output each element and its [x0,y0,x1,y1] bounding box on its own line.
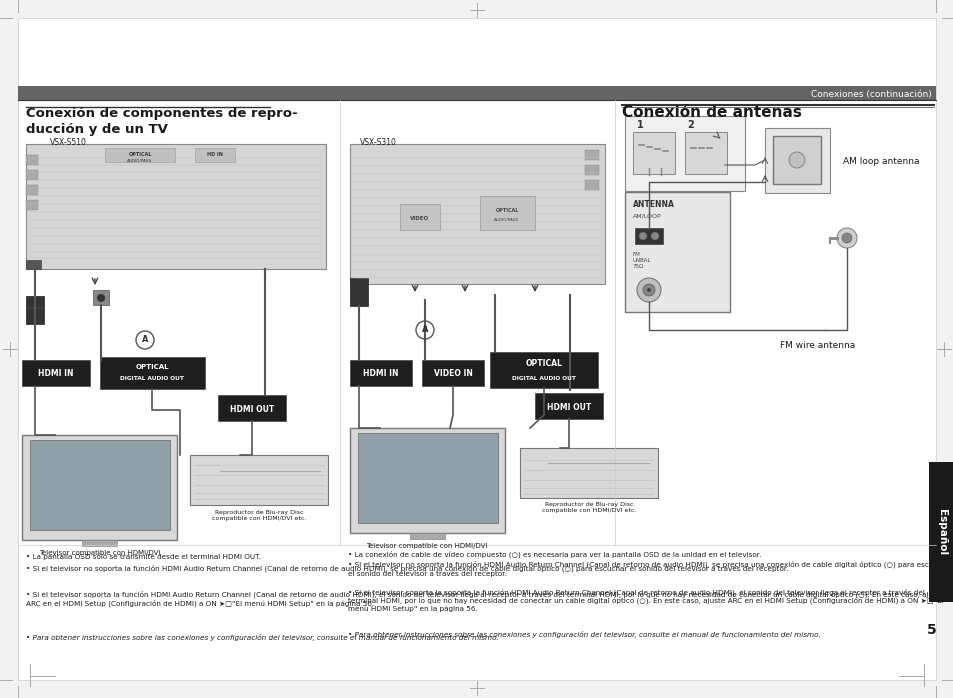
Text: • La conexión de cable de vídeo compuesto (○) es necesaria para ver la pantalla : • La conexión de cable de vídeo compuest… [348,550,760,558]
Bar [584,180,598,190]
Bar [194,148,234,162]
Text: Reproductor de Blu-ray Disc
compatible con HDMI/DVI etc.: Reproductor de Blu-ray Disc compatible c… [212,510,306,521]
Bar [218,395,286,421]
Text: Reproductor de Blu-ray Disc
compatible con HDMI/DVI etc.: Reproductor de Blu-ray Disc compatible c… [541,502,636,513]
Circle shape [646,288,650,292]
Text: VSX-S310: VSX-S310 [359,138,396,147]
Text: • Si el televisor soporta la función HDMI Audio Return Channel (Canal de retorno: • Si el televisor soporta la función HDM… [26,591,943,607]
Bar [190,455,328,505]
Bar [22,360,90,386]
Text: AM loop antenna: AM loop antenna [842,158,919,167]
Text: AM/LOOP: AM/LOOP [633,214,661,219]
Bar [410,533,444,539]
Text: Español: Español [936,509,946,555]
Bar [350,360,412,386]
Circle shape [416,321,434,339]
Text: 5: 5 [926,623,936,637]
Bar [490,352,598,388]
Text: AUDIO/PASS: AUDIO/PASS [128,159,152,163]
Bar [399,204,439,230]
Bar [535,393,602,419]
Bar [26,155,38,165]
Text: Conexión de componentes de repro-
ducción y de un TV: Conexión de componentes de repro- ducció… [26,107,297,135]
Circle shape [642,284,655,296]
Text: DIGITAL AUDIO OUT: DIGITAL AUDIO OUT [120,376,184,380]
Bar [26,144,326,269]
Bar [100,357,205,389]
Circle shape [637,278,660,302]
Circle shape [639,232,646,240]
Text: • Si el televisor soporta la soporta la función HDMI Audio Return Channel (Canal: • Si el televisor soporta la soporta la … [348,588,943,612]
Text: Televisor compatible con HDMI/DVI: Televisor compatible con HDMI/DVI [39,550,160,556]
Text: OPTICAL: OPTICAL [525,359,562,368]
Bar [22,435,177,540]
Text: • Si el televisor no soporta la función HDMI Audio Return Channel (Canal de reto: • Si el televisor no soporta la función … [348,561,948,577]
Bar [26,296,44,324]
Text: AUDIO/PASS: AUDIO/PASS [494,218,519,222]
Bar [350,144,604,284]
Text: Conexiones (continuación): Conexiones (continuación) [810,91,931,100]
Bar [105,148,174,162]
Text: OPTICAL: OPTICAL [495,207,518,212]
Text: DIGITAL AUDIO OUT: DIGITAL AUDIO OUT [512,376,576,380]
Bar [584,165,598,175]
Circle shape [136,331,153,349]
Text: VIDEO: VIDEO [410,216,429,221]
Text: HD IN: HD IN [207,152,223,158]
Circle shape [836,228,856,248]
Bar [82,540,117,546]
Text: • Si el televisor no soporta la función HDMI Audio Return Channel (Canal de reto: • Si el televisor no soporta la función … [26,564,788,572]
Text: 2: 2 [686,120,693,130]
Bar [633,132,675,174]
Bar [479,196,535,230]
Bar [350,278,368,306]
Bar [26,200,38,210]
Bar [764,128,829,193]
Text: HDMI IN: HDMI IN [363,369,398,378]
Text: ANTENNA: ANTENNA [633,200,674,209]
Bar [519,448,658,498]
Text: HDMI IN: HDMI IN [38,369,73,378]
Bar [928,462,953,602]
Text: A: A [421,325,428,334]
Text: OPTICAL: OPTICAL [128,152,152,158]
Text: VSX-S510: VSX-S510 [50,138,87,147]
Text: • Para obtener instrucciones sobre las conexiones y configuración del televisor,: • Para obtener instrucciones sobre las c… [26,634,498,641]
Bar [357,433,497,523]
Circle shape [841,233,851,243]
Bar [635,228,662,244]
Text: FM wire antenna: FM wire antenna [780,341,854,350]
Text: • Para obtener instrucciones sobre las conexiones y configuración del televisor,: • Para obtener instrucciones sobre las c… [348,631,820,638]
Text: HDMI OUT: HDMI OUT [230,405,274,413]
Text: FM
UNBAL
75Ω: FM UNBAL 75Ω [633,252,651,269]
Text: OPTICAL: OPTICAL [135,364,169,370]
Bar [26,185,38,195]
Bar [421,360,483,386]
Text: 1: 1 [637,120,643,130]
Bar [26,260,41,269]
Text: VIDEO IN: VIDEO IN [433,369,472,378]
Bar [18,86,935,100]
Circle shape [97,294,105,302]
Text: Televisor compatible con HDMI/DVI: Televisor compatible con HDMI/DVI [366,543,487,549]
Text: Conexión de antenas: Conexión de antenas [621,105,801,120]
Bar [624,116,744,191]
Text: HDMI OUT: HDMI OUT [546,403,591,412]
Bar [624,192,729,312]
Bar [26,170,38,180]
Bar [772,136,821,184]
Bar [92,290,109,305]
Bar [350,428,504,533]
Bar [584,150,598,160]
Bar [30,440,170,530]
Bar [684,132,726,174]
Text: A: A [142,336,148,345]
Text: • La pantalla OSD sólo se transmite desde el terminal HDMI OUT.: • La pantalla OSD sólo se transmite desd… [26,553,260,560]
Circle shape [788,152,804,168]
Circle shape [650,232,659,240]
